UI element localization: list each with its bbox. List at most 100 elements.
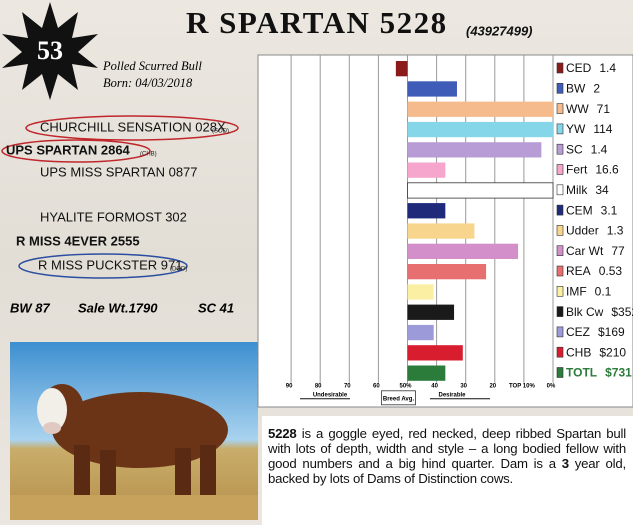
highlight-ring	[1, 139, 151, 163]
pedigree-note: (DOD)	[170, 267, 187, 273]
legend-swatch	[556, 83, 564, 94]
description-text: year old, backed by lots of Dams of Dist…	[268, 456, 626, 486]
epd-label: 114	[593, 122, 612, 136]
epd-label: $731	[605, 366, 632, 380]
epd-chart: 90 80 70 60 50% 40 30 20 TOP 10% 0% Breed Avg. Unde…	[286, 55, 633, 406]
legend-label: IMF	[566, 284, 587, 298]
epd-label: $169	[598, 325, 625, 339]
bar	[407, 284, 434, 300]
legend-label: Blk Cw	[566, 305, 604, 319]
epd-label: 34	[595, 183, 609, 197]
legend-label: CEM	[566, 203, 593, 217]
title: R SPARTAN 5228	[186, 5, 448, 40]
epd-label: $352	[611, 305, 633, 319]
breed-avg-box	[381, 390, 416, 406]
legend-swatch	[556, 204, 564, 216]
epd-label: 77	[611, 244, 625, 258]
legend-swatch	[556, 62, 564, 74]
bar	[407, 203, 446, 219]
epd-label: 1.4	[599, 61, 616, 75]
epd-label: 3.1	[601, 203, 618, 217]
bar	[395, 61, 408, 77]
epd-label: 71	[597, 102, 611, 116]
x-tick-label: 50%	[399, 383, 412, 389]
legend-swatch	[556, 265, 564, 277]
epd-label: $210	[599, 345, 626, 359]
bar	[407, 304, 455, 320]
legend-label: REA	[566, 264, 591, 278]
highlight-ring	[18, 253, 188, 279]
description-bold: 3	[561, 456, 569, 471]
x-tick-label: 90	[286, 383, 293, 389]
x-tick-label: 80	[315, 383, 322, 389]
legend-label: Fert	[566, 163, 588, 177]
highlight-ring	[25, 115, 239, 141]
breed-avg-label: Breed Avg.	[383, 396, 415, 402]
bar	[407, 142, 542, 158]
birth-date: Born: 04/03/2018	[103, 76, 193, 90]
bar	[407, 121, 553, 138]
bar	[407, 324, 434, 341]
legend-swatch	[556, 103, 564, 114]
bar	[407, 345, 463, 361]
legend-label: CED	[566, 61, 592, 75]
stat: SC 41	[198, 300, 234, 315]
legend-swatch	[556, 225, 564, 236]
x-tick-label: 20	[489, 383, 496, 389]
legend-label: Car Wt	[566, 244, 604, 258]
x-tick-label: TOP 10%	[509, 383, 535, 389]
pedigree-name: HYALITE FORMOST 302	[40, 209, 187, 224]
pedigree-name: UPS MISS SPARTAN 0877	[40, 164, 198, 179]
epd-label: 2	[593, 81, 600, 95]
epd-label: 1.3	[607, 224, 624, 238]
description-text: is a goggle eyed, red necked, deep ribbe…	[268, 426, 626, 471]
legend-swatch	[556, 164, 564, 175]
bar	[407, 223, 475, 239]
legend-label: WW	[566, 102, 589, 116]
epd-label: 16.6	[595, 163, 619, 177]
bar	[407, 162, 446, 178]
legend-swatch	[556, 184, 564, 196]
animal-type: Polled Scurred Bull	[102, 59, 202, 73]
legend-label: CHB	[566, 345, 591, 359]
pedigree-name: UPS SPARTAN 2864	[6, 142, 131, 157]
bar	[407, 182, 554, 199]
legend-label: Udder	[566, 224, 599, 238]
epd-label: 0.1	[595, 284, 612, 298]
legend-label: TOTL	[566, 366, 597, 380]
pedigree-name: CHURCHILL SENSATION 028X	[40, 119, 226, 134]
legend-label: YW	[566, 122, 586, 136]
stat: BW 87	[10, 300, 51, 315]
legend-label: CEZ	[566, 325, 590, 339]
legend-swatch	[556, 123, 564, 135]
x-tick-label: 60	[373, 383, 380, 389]
bar	[407, 81, 457, 97]
pedigree-note: (CHB)	[140, 152, 157, 158]
left-label: Undesirable	[313, 392, 348, 398]
registration: (43927499)	[466, 23, 533, 38]
legend-swatch	[556, 245, 564, 256]
legend-swatch	[556, 346, 564, 358]
right-label: Desirable	[438, 392, 466, 398]
pedigree-note: (SOD)	[212, 129, 229, 135]
description-box	[262, 416, 633, 525]
photo	[10, 342, 258, 520]
legend-label: SC	[566, 142, 583, 156]
bar	[407, 101, 553, 117]
legend-swatch	[556, 326, 564, 338]
lot-number: 53	[37, 36, 63, 65]
x-tick-label: 40	[431, 383, 438, 389]
pedigree-name: R MISS 4EVER 2555	[16, 233, 140, 248]
epd-label: 1.4	[591, 142, 608, 156]
stat: Sale Wt.1790	[78, 300, 158, 315]
legend-swatch	[556, 285, 564, 297]
lot-star	[2, 2, 98, 100]
epd-label: 0.53	[599, 264, 623, 278]
bar	[407, 365, 446, 381]
pedigree-name: R MISS PUCKSTER 971	[38, 257, 183, 272]
x-tick-label: 70	[344, 383, 351, 389]
description: 5228 is a goggle eyed, red necked, deep …	[268, 426, 626, 486]
legend-swatch	[556, 367, 564, 378]
x-tick-label: 30	[460, 383, 467, 389]
